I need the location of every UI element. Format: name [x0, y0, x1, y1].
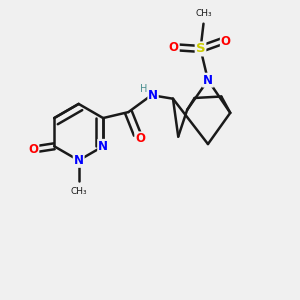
Text: H: H [140, 84, 148, 94]
Text: N: N [74, 154, 84, 167]
Text: CH₃: CH₃ [195, 9, 212, 18]
Text: N: N [203, 74, 213, 87]
Text: O: O [169, 41, 179, 54]
Text: O: O [135, 132, 145, 146]
Text: N: N [98, 140, 108, 153]
Text: O: O [221, 35, 231, 48]
Text: O: O [28, 143, 38, 156]
Text: S: S [196, 42, 205, 56]
Text: N: N [148, 89, 158, 102]
Text: CH₃: CH₃ [70, 187, 87, 196]
